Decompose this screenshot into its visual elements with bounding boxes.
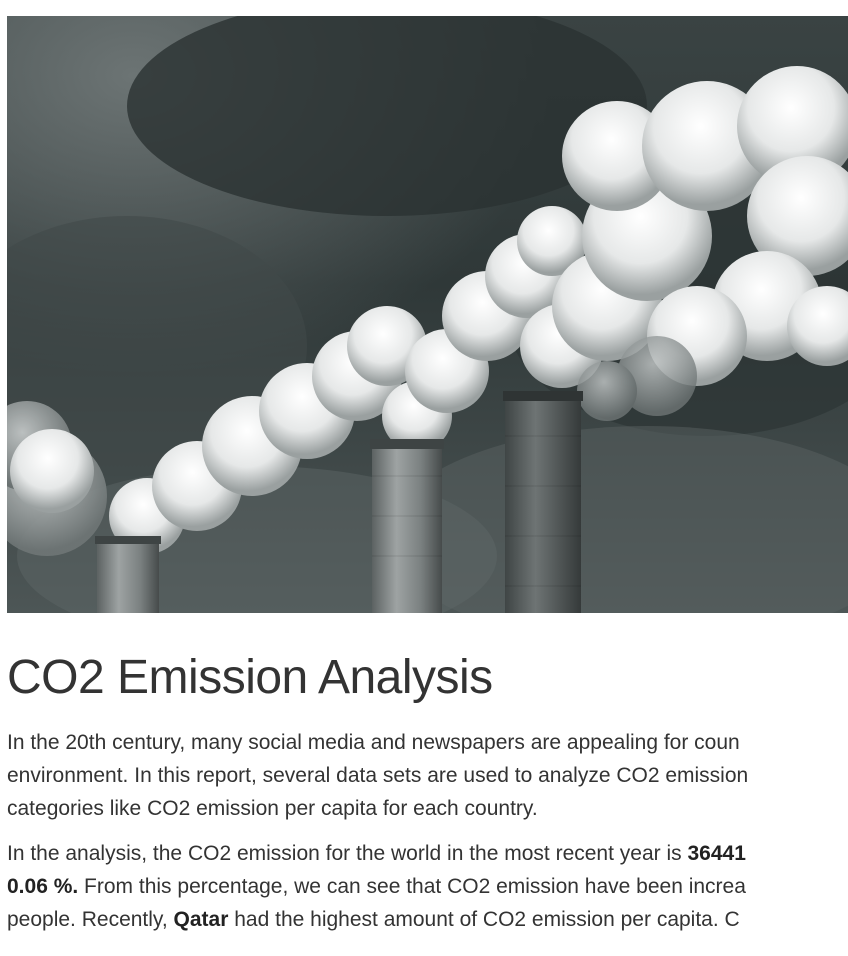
- hero-image: [7, 16, 848, 613]
- analysis-text: In the analysis, the CO2 emission for th…: [7, 842, 688, 865]
- smokestacks-photo: [7, 16, 848, 613]
- analysis-text: had the highest amount of CO2 emission p…: [228, 908, 740, 931]
- analysis-paragraph: In the analysis, the CO2 emission for th…: [7, 837, 848, 936]
- page-title: CO2 Emission Analysis: [7, 651, 493, 704]
- analysis-text: From this percentage, we can see that CO…: [78, 875, 746, 898]
- intro-line-3: categories like CO2 emission per capita …: [7, 797, 538, 820]
- intro-line-2: environment. In this report, several dat…: [7, 764, 749, 787]
- article: CO2 Emission Analysis In the 20th centur…: [7, 640, 848, 948]
- intro-paragraph: In the 20th century, many social media a…: [7, 726, 848, 825]
- world-emission-value: 36441: [687, 842, 746, 865]
- emission-change-percent: 0.06 %.: [7, 875, 79, 898]
- analysis-text: people. Recently,: [7, 908, 174, 931]
- intro-line-1: In the 20th century, many social media a…: [7, 731, 740, 754]
- top-country: Qatar: [173, 908, 229, 931]
